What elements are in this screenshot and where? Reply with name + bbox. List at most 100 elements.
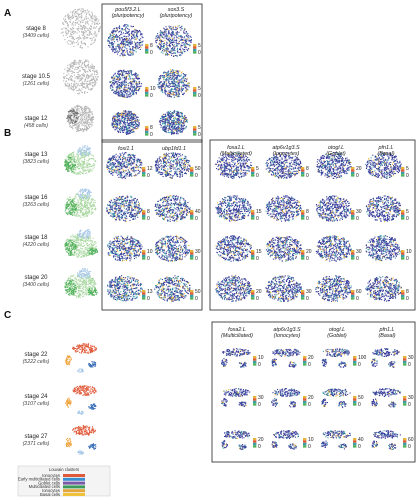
panel-b-left-scale-3-0-max: 13 [147,289,153,295]
panel-b-stage-3: stage 20 [24,275,48,281]
panel-a-cells-0: (3409 cells) [23,33,50,39]
panel-c-umap-1-3 [372,388,401,407]
panel-b-cluster-umap-0 [64,145,96,175]
panel-b-right-scale-1-3-max: 5 [406,209,409,215]
panel-b-right-scale-3-3-min: 0 [406,296,409,302]
panel-b-stage-0: stage 13 [24,152,48,158]
panel-c-umap-0-0 [221,348,251,368]
panel-c-umap-0-3 [371,348,400,368]
panel-c-scale-2-3 [403,438,406,448]
panel-a-gene-sub-0: (pluripotency) [112,13,145,19]
panel-b-right-scale-0-1 [301,167,304,177]
panel-c-scale-1-3-max: 30 [408,395,414,401]
panel-a-stage-0: stage 8 [26,26,46,32]
panel-c-label: C [4,310,11,321]
panel-b-left-scale-1-1-min: 0 [195,216,198,222]
panel-b-right-scale-1-0-max: 15 [256,209,262,215]
panel-a-scale-0-1-max: 5 [198,43,201,49]
panel-a-scale-1-0-min: 0 [150,93,153,99]
panel-b-cells-0: (3823 cells) [23,159,50,165]
panel-c-cells-0: (5222 cells) [23,359,50,365]
panel-b-right-scale-0-1-max: 8 [306,166,309,172]
panel-c-umap-0-2 [322,348,350,368]
panel-c-scale-1-0 [253,396,256,406]
panel-b-right-scale-3-1-min: 0 [306,296,309,302]
panel-b-right-scale-2-1 [301,250,304,260]
panel-c-cells-1: (3107 cells) [23,401,50,407]
panel-b-left-scale-2-0-max: 10 [147,249,153,255]
panel-b-right-umap-3-3 [365,276,402,302]
panel-b-left-gene-1: ubp1fd1.1 [162,146,186,152]
panel-b-cells-2: (4220 cells) [23,242,50,248]
panel-b-right-scale-2-2 [351,250,354,260]
panel-b-right-umap-3-1 [265,275,302,302]
panel-b-left-umap-2-0 [107,236,142,262]
panel-a-expr-umap-0-1 [155,25,192,57]
panel-c-umap-2-2 [321,430,351,449]
panel-b-right-scale-0-2-max: 20 [356,166,362,172]
panel-b-right-scale-2-1-min: 0 [306,256,309,262]
panel-b-right-scale-0-2 [351,167,354,177]
panel-b-right-scale-1-2-min: 0 [356,216,359,222]
panel-a-scale-2-1-min: 0 [198,132,201,138]
panel-c-gene-sub-2: (Goblet) [327,333,347,339]
panel-a-stage-2: stage 12 [24,116,48,122]
panel-a-scale-0-1 [193,44,196,54]
panel-b-cells-3: (3400 cells) [23,282,50,288]
panel-c-gene-sub-3: (Basal) [378,333,395,339]
panel-b-left-scale-0-0-max: 12 [147,166,153,172]
panel-b-right-scale-2-0-min: 0 [256,256,259,262]
panel-c-umap-2-0 [222,430,251,450]
panel-b-right-scale-0-0-max: 5 [256,166,259,172]
panel-b-right-scale-2-3-min: 0 [406,256,409,262]
panel-b-right-scale-2-2-min: 0 [356,256,359,262]
panel-b-left-scale-2-0-min: 0 [147,256,150,262]
panel-a-scale-1-0-max: 10 [150,86,156,92]
panel-b-left-umap-0-0 [106,152,142,179]
panel-c-scale-0-1-max: 20 [308,355,314,361]
panel-b-right-scale-2-3-max: 10 [406,249,412,255]
panel-c-cluster-umap-0 [65,343,97,373]
panel-b-right-scale-1-2-max: 30 [356,209,362,215]
panel-a-cells-1: (1261 cells) [23,81,50,87]
panel-b-left-scale-0-0-min: 0 [147,173,150,179]
panel-b-left-scale-1-0-max: 8 [147,209,150,215]
panel-c-scale-2-1 [303,438,306,448]
panel-a-cells-2: (458 cells) [24,123,48,129]
panel-b-right-scale-2-0-max: 15 [256,249,262,255]
panel-c-scale-0-0-min: 0 [258,362,261,368]
panel-b-right-scale-1-1-min: 0 [306,216,309,222]
panel-a-grey-umap-1 [63,60,99,95]
panel-b-left-scale-0-0 [142,167,145,177]
panel-c-scale-2-2 [353,438,356,448]
panel-b-right-gene-sub-1: (Ionocytes) [273,151,300,157]
panel-b-left-scale-2-1-min: 0 [195,256,198,262]
panel-a-scale-0-0-max: 8 [150,43,153,49]
panel-a-gene-sub-1: (pluripotency) [160,13,193,19]
panel-b-label: B [4,128,11,139]
panel-b-cells-1: (3263 cells) [23,202,50,208]
legend-item-swatch-4 [63,489,85,492]
panel-c-scale-0-2-min: 0 [358,362,361,368]
panel-b-right-scale-2-1-max: 20 [306,249,312,255]
panel-a-scale-2-0-min: 0 [150,132,153,138]
panel-b-right-scale-0-3-max: 5 [406,166,409,172]
panel-b-left-scale-0-1 [190,167,193,177]
panel-b-right-scale-3-3-max: 8 [406,289,409,295]
panel-c-scale-0-3-max: 30 [408,355,414,361]
panel-b-right-scale-3-0 [251,290,254,300]
panel-b-right-scale-2-0 [251,250,254,260]
panel-c-umap-1-1 [271,388,300,407]
legend-item-swatch-1 [63,478,85,481]
panel-a-label: A [4,8,11,19]
panel-b-left-scale-0-1-max: 50 [195,166,201,172]
panel-c-scale-2-0-min: 0 [258,444,261,450]
panel-b-stage-2: stage 18 [24,235,48,241]
panel-a-expr-umap-1-0 [109,70,142,98]
panel-b-right-scale-0-3 [401,167,404,177]
panel-c-scale-0-3-min: 0 [408,362,411,368]
panel-c-scale-0-1 [303,356,306,366]
panel-b-right-umap-1-0 [216,195,252,222]
panel-c-cluster-umap-1 [65,385,97,415]
